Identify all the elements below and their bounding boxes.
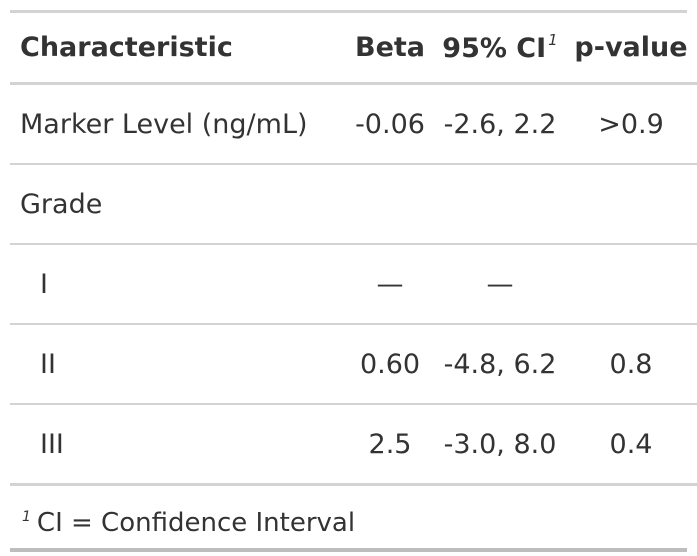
row-label: I xyxy=(10,244,345,325)
header-ci-footnote-mark: 1 xyxy=(548,31,558,49)
row-label: III xyxy=(10,404,345,486)
row-label: Marker Level (ng/mL) xyxy=(10,83,345,165)
header-ci-label: 95% CI xyxy=(442,33,547,64)
row-p-value: >0.9 xyxy=(565,83,697,165)
table-row: Marker Level (ng/mL) -0.06 -2.6, 2.2 >0.… xyxy=(10,83,697,165)
row-p-value xyxy=(565,164,697,245)
footnote-mark: 1 xyxy=(22,509,31,525)
row-beta: 2.5 xyxy=(345,404,435,486)
header-ci: 95% CI 1 xyxy=(435,13,565,85)
row-beta: 0.60 xyxy=(345,324,435,405)
row-beta: — xyxy=(345,244,435,325)
table-row: Grade xyxy=(10,164,697,245)
row-p-value: 0.4 xyxy=(565,404,697,486)
row-ci: -2.6, 2.2 xyxy=(435,83,565,165)
row-p-value: 0.8 xyxy=(565,324,697,405)
header-p-value: p-value xyxy=(565,13,697,85)
regression-table: Characteristic Beta 95% CI 1 p-value Mark… xyxy=(10,13,697,486)
regression-table-container: Characteristic Beta 95% CI 1 p-value Mark… xyxy=(10,10,697,552)
row-beta: -0.06 xyxy=(345,83,435,165)
footnote-text: CI = Confidence Interval xyxy=(36,508,356,538)
row-beta xyxy=(345,164,435,245)
table-row: III 2.5 -3.0, 8.0 0.4 xyxy=(10,404,697,486)
row-ci: -4.8, 6.2 xyxy=(435,324,565,405)
row-ci xyxy=(435,164,565,245)
table-top-rule xyxy=(10,10,687,13)
row-ci: — xyxy=(435,244,565,325)
table-row: I — — xyxy=(10,244,697,325)
table-row: II 0.60 -4.8, 6.2 0.8 xyxy=(10,324,697,405)
row-label: II xyxy=(10,324,345,405)
header-row: Characteristic Beta 95% CI 1 p-value xyxy=(10,13,697,85)
table-footnote: 1 CI = Confidence Interval xyxy=(10,486,687,552)
row-ci: -3.0, 8.0 xyxy=(435,404,565,486)
header-beta: Beta xyxy=(345,13,435,85)
header-characteristic: Characteristic xyxy=(10,13,345,85)
row-p-value xyxy=(565,244,697,325)
row-label: Grade xyxy=(10,164,345,245)
